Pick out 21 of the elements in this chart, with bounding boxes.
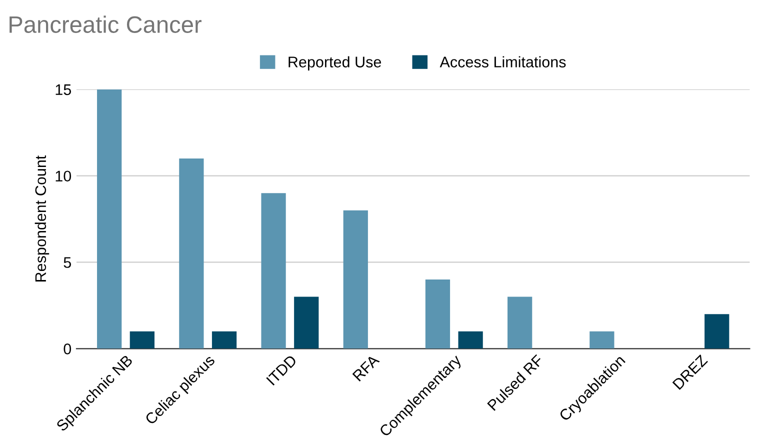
y-tick-label: 15 (56, 84, 71, 96)
bar (343, 210, 368, 349)
bar (458, 331, 483, 349)
y-axis-title: Respondent Count (34, 155, 50, 282)
x-tick-label: RFA (352, 354, 380, 382)
bar (294, 296, 319, 349)
legend-label: Reported Use (288, 56, 382, 70)
bar (179, 158, 204, 349)
y-tick-label: 0 (64, 344, 72, 354)
chart-title: Pancreatic Cancer (10, 16, 202, 33)
bar (508, 296, 532, 349)
bar (704, 314, 730, 349)
y-tick-label: 5 (64, 257, 71, 268)
bar (425, 280, 450, 349)
bar (212, 331, 237, 349)
bar (590, 331, 614, 349)
bar (261, 193, 286, 349)
legend-label: Access Limitations (440, 56, 566, 68)
bar (130, 331, 154, 349)
y-tick-label: 10 (56, 170, 72, 182)
bar (97, 89, 122, 349)
